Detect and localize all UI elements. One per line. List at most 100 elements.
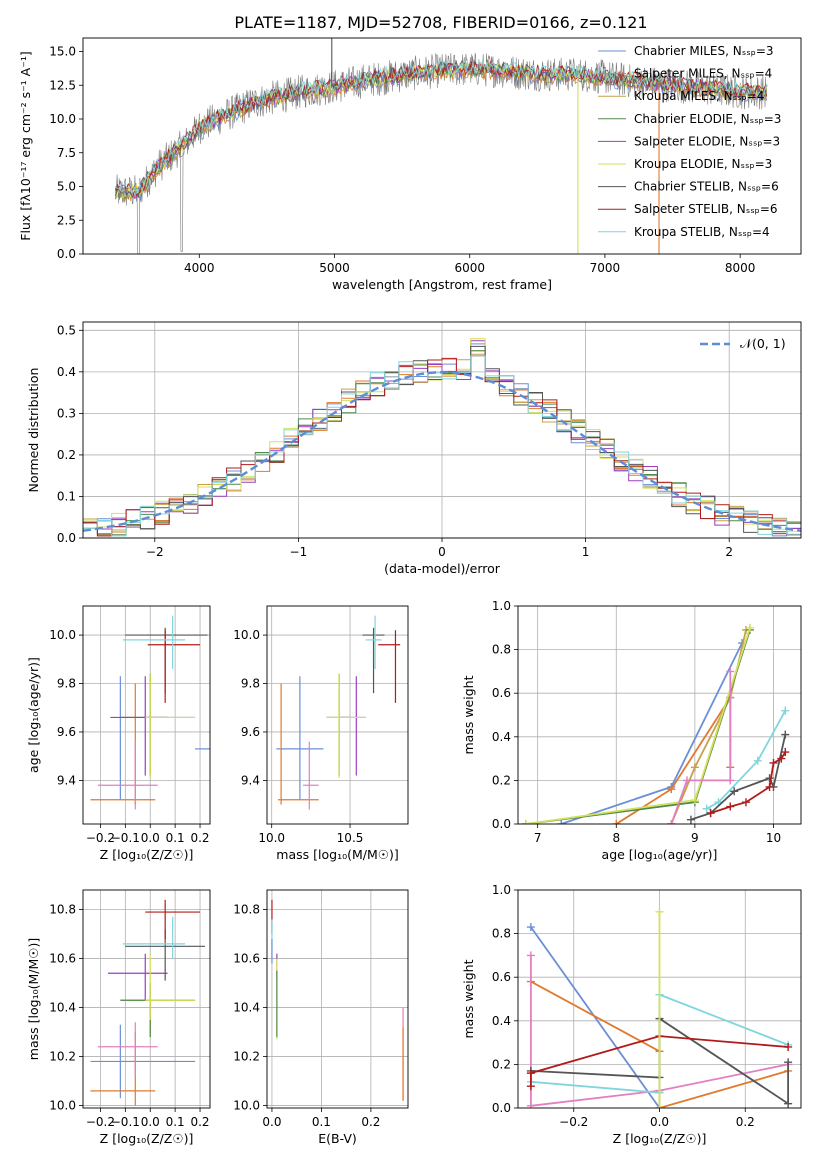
weight-marker xyxy=(726,776,735,785)
weight-marker xyxy=(784,1042,793,1051)
y-tick-label: 0.5 xyxy=(57,323,76,337)
y-tick-label: 2.5 xyxy=(57,213,76,227)
x-tick-label: 6000 xyxy=(454,261,485,275)
y-tick-label: 10.8 xyxy=(233,903,260,917)
x-axis-label: Z [log₁₀(Z/Z☉)] xyxy=(100,1131,194,1146)
weight-marker xyxy=(730,787,739,796)
weight-marker xyxy=(784,1099,793,1108)
y-tick-label: 0.8 xyxy=(492,643,511,657)
spectrum-model-8 xyxy=(115,59,768,195)
y-tick-label: 10.4 xyxy=(49,1001,76,1015)
residuals-frame xyxy=(82,321,802,539)
weight-marker xyxy=(655,907,664,916)
y-tick-label: 0.4 xyxy=(492,730,511,744)
y-tick-label: 10.6 xyxy=(49,952,76,966)
weight_vs_age-lines xyxy=(521,623,790,824)
weight-marker xyxy=(526,1082,535,1091)
y-tick-label: 5.0 xyxy=(57,180,76,194)
x-tick-label: −0.2 xyxy=(86,1115,115,1129)
y-tick-label: 0.3 xyxy=(57,406,76,420)
weight-line xyxy=(530,926,661,1108)
legend-label: Chabrier STELIB, Nₛₛₚ=6 xyxy=(634,180,779,194)
y-axis-label: Flux [fλ10⁻¹⁷ erg cm⁻² s⁻¹ A⁻¹] xyxy=(18,51,33,240)
weight-marker xyxy=(526,1101,535,1108)
age_vs_Z-frame xyxy=(82,605,211,825)
spectrum-lines xyxy=(115,38,768,254)
x-tick-label: 10 xyxy=(766,831,781,845)
x-tick-label: 0.2 xyxy=(190,1115,209,1129)
x-tick-label: 9 xyxy=(691,831,699,845)
mass_vs_Z-marks xyxy=(90,899,206,1106)
weight-marker xyxy=(765,774,774,783)
y-tick-label: 1.0 xyxy=(492,599,511,613)
y-tick-label: 0.4 xyxy=(492,1014,511,1028)
x-tick-label: 5000 xyxy=(319,261,350,275)
weight-marker xyxy=(702,804,711,813)
y-tick-label: 9.8 xyxy=(241,677,260,691)
age_vs_mass-marks xyxy=(276,615,401,810)
weight_vs_age-axes: 7 8 9 10 0.0 0.2 0.4 0.6 0.8 1.0 age [log₁₀(age/yr… xyxy=(461,599,801,862)
x-tick-label: 0.0 xyxy=(141,1115,160,1129)
x-tick-label: 10.0 xyxy=(258,831,285,845)
y-tick-label: 9.4 xyxy=(241,773,260,787)
weight-marker xyxy=(526,923,535,932)
y-tick-label: 12.5 xyxy=(49,78,76,92)
x-tick-label: 0.2 xyxy=(190,831,209,845)
x-tick-label: −1 xyxy=(290,545,308,559)
weight-marker xyxy=(526,1069,535,1078)
residual-hists xyxy=(83,338,801,537)
age_vs_Z-axes: −0.2−0.1 0.0 0.1 0.2 9.4 9.6 9.8 10.0 Z [log₁₀(Z… xyxy=(26,606,210,862)
x-tick-label: 0.0 xyxy=(650,1115,669,1129)
y-tick-label: 10.8 xyxy=(49,903,76,917)
y-tick-label: 10.0 xyxy=(233,628,260,642)
x-axis-label: age [log₁₀(age/yr)] xyxy=(602,847,718,862)
residuals-legend: 𝒩(0, 1) xyxy=(700,336,786,351)
weight-line xyxy=(530,955,789,1107)
x-tick-label: −2 xyxy=(146,545,164,559)
x-tick-label: −0.1 xyxy=(111,831,140,845)
legend-label: Salpeter ELODIE, Nₛₛₚ=3 xyxy=(634,134,780,148)
weight-marker xyxy=(690,763,699,772)
x-tick-label: 0.1 xyxy=(166,831,185,845)
weight-marker xyxy=(745,623,754,632)
y-tick-label: 1.0 xyxy=(492,883,511,897)
y-tick-label: 0.1 xyxy=(57,489,76,503)
age_vs_mass-frame xyxy=(266,605,409,825)
mass_vs_ebv-axes: 0.0 0.1 0.2 10.0 10.2 10.4 10.6 10.8 E(B-V) xyxy=(233,890,408,1146)
x-tick-label: −0.2 xyxy=(559,1115,588,1129)
x-axis-label: (data-model)/error xyxy=(384,561,501,576)
weight-line xyxy=(690,734,787,821)
weight-marker xyxy=(521,820,530,824)
x-tick-label: 0.0 xyxy=(141,831,160,845)
y-axis-label: Normed distribution xyxy=(26,368,41,493)
x-axis-label: wavelength [Angstrom, rest frame] xyxy=(332,277,552,292)
y-tick-label: 9.6 xyxy=(241,725,260,739)
x-tick-label: 0.1 xyxy=(166,1115,185,1129)
x-tick-label: 10.5 xyxy=(337,831,364,845)
spectrum-frame xyxy=(82,37,802,255)
x-tick-label: 2 xyxy=(725,545,733,559)
mass_vs_Z-frame xyxy=(82,889,211,1109)
weight-marker xyxy=(686,815,695,824)
x-axis-label: Z [log₁₀(Z/Z☉)] xyxy=(613,1131,707,1146)
legend-label: Salpeter STELIB, Nₛₛₚ=6 xyxy=(634,202,778,216)
y-tick-label: 0.4 xyxy=(57,365,76,379)
legend-label: Chabrier MILES, Nₛₛₚ=3 xyxy=(634,44,774,58)
y-axis-label: mass [log₁₀(M/M☉)] xyxy=(26,938,41,1060)
weight-marker xyxy=(526,951,535,960)
weight-marker xyxy=(655,1104,664,1108)
y-tick-label: 10.0 xyxy=(49,112,76,126)
y-tick-label: 0.0 xyxy=(57,531,76,545)
x-tick-label: 0 xyxy=(438,545,446,559)
x-tick-label: 0.2 xyxy=(361,1115,380,1129)
legend-label: 𝒩(0, 1) xyxy=(740,336,786,351)
weight-marker xyxy=(612,820,621,824)
weight-marker xyxy=(769,758,778,767)
y-tick-label: 10.0 xyxy=(49,628,76,642)
weight-marker xyxy=(784,1058,793,1067)
legend-label: Kroupa ELODIE, Nₛₛₚ=3 xyxy=(634,157,772,171)
y-tick-label: 0.0 xyxy=(492,1101,511,1115)
x-tick-label: 7 xyxy=(534,831,542,845)
x-tick-label: 0.0 xyxy=(262,1115,281,1129)
